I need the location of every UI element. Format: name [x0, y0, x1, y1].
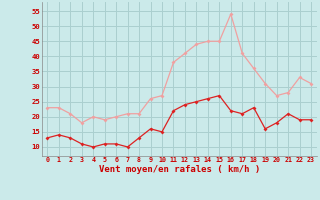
X-axis label: Vent moyen/en rafales ( km/h ): Vent moyen/en rafales ( km/h )	[99, 165, 260, 174]
